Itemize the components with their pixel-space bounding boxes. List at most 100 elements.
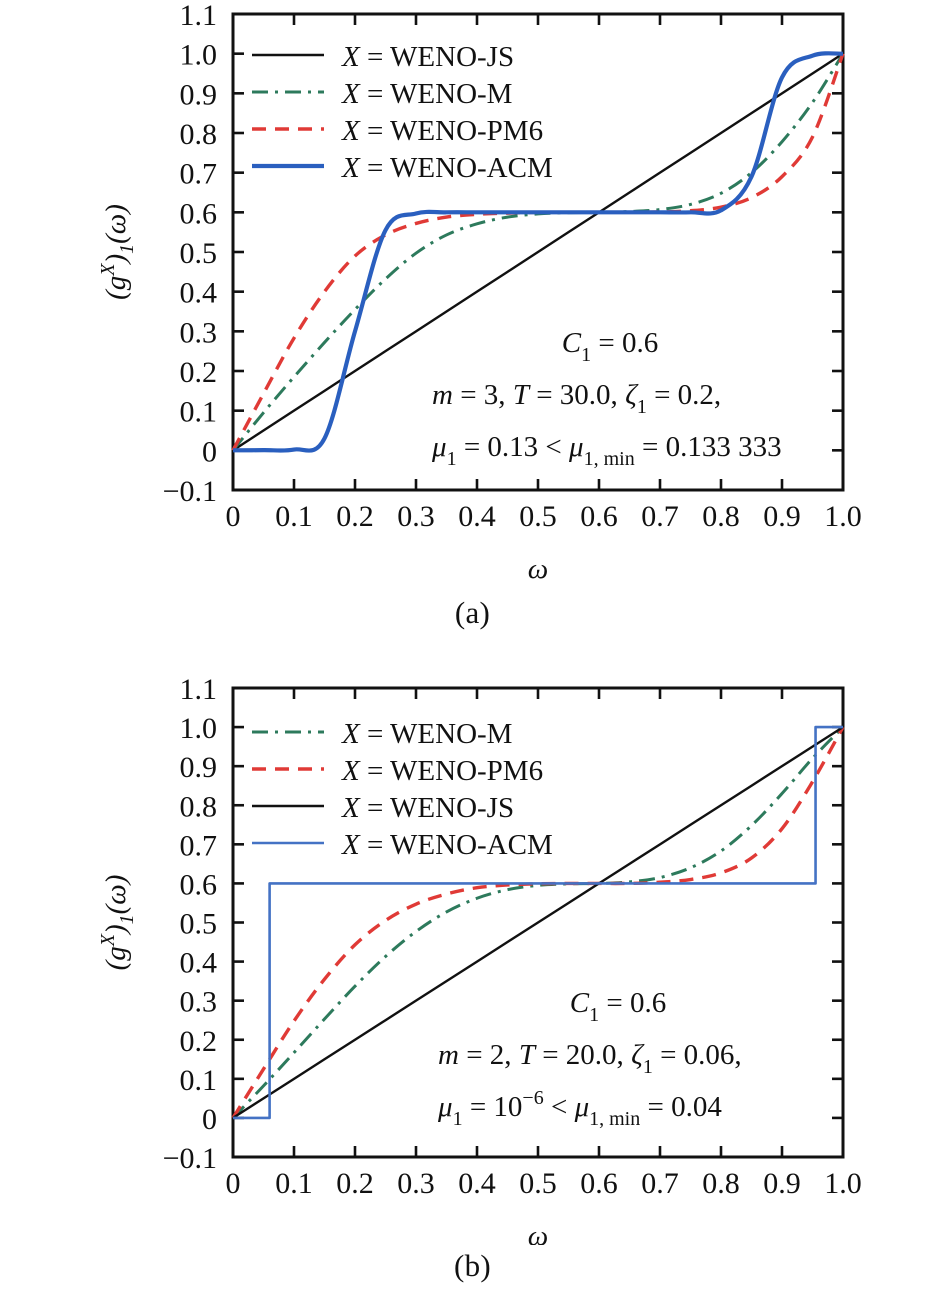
y-tick-label: 1.0 — [180, 712, 218, 745]
legend-name: = WENO-PM6 — [360, 755, 543, 787]
y-tick-label: 0.5 — [180, 908, 218, 941]
legend-label-3: X = WENO-ACM — [341, 152, 553, 184]
annot-val: = 0.6 — [591, 327, 658, 359]
annot-part: μ — [431, 431, 447, 463]
ylabel-part: (g — [100, 946, 132, 970]
y-tick-label: 0.7 — [180, 829, 218, 862]
x-tick-label: 0.4 — [458, 500, 496, 533]
x-tick-label: 0.9 — [763, 500, 801, 533]
x-tick-label: 0.2 — [336, 1167, 374, 1200]
y-tick-label: −0.1 — [163, 475, 217, 508]
legend-var: X — [341, 41, 361, 73]
annotation-params: m = 2, T = 20.0, ζ1 = 0.06, — [438, 1039, 742, 1078]
annot-part: 1 — [637, 396, 647, 418]
annot-part: μ — [574, 1091, 590, 1123]
y-tick-label: 0.6 — [180, 197, 218, 230]
x-tick-label: 0.2 — [336, 500, 374, 533]
ylabel-part: 1 — [116, 244, 138, 254]
annot-part: ζ — [631, 1039, 645, 1071]
y-tick-label: 0 — [202, 1103, 217, 1136]
x-tick-label: 1.0 — [824, 1167, 862, 1200]
y-tick-label: 1.1 — [180, 673, 218, 706]
annot-part: −6 — [522, 1087, 543, 1109]
curve-x-weno-acm — [233, 725, 843, 1120]
annot-part: = 10 — [463, 1091, 523, 1123]
ylabel-part: (ω) — [100, 204, 132, 244]
annot-val: = 0.6 — [599, 987, 666, 1019]
x-tick-label: 0.6 — [580, 1167, 618, 1200]
x-tick-label: 0 — [226, 500, 241, 533]
ylabel-part: X — [97, 933, 119, 947]
annot-part: = 0.133 333 — [635, 431, 782, 463]
annot-part: < — [544, 1091, 575, 1123]
y-tick-label: 0.3 — [180, 986, 218, 1019]
curve-x-weno-m — [231, 726, 845, 1119]
annot-part: m — [432, 379, 453, 411]
y-tick-label: 0.1 — [180, 396, 218, 429]
x-tick-label: 0.9 — [763, 1167, 801, 1200]
ylabel-part: ) — [100, 924, 132, 936]
legend-label-2: X = WENO-JS — [341, 792, 514, 824]
annotation-params: m = 3, T = 30.0, ζ1 = 0.2, — [432, 379, 721, 418]
x-tick-label: 1.0 — [824, 500, 862, 533]
x-tick-label: 0.5 — [519, 500, 557, 533]
annot-part: T — [513, 379, 531, 411]
legend-var: X — [341, 78, 361, 110]
annot-sub: 1 — [581, 344, 591, 366]
x-tick-label: 0.5 — [519, 1167, 557, 1200]
x-tick-label: 0.7 — [641, 1167, 679, 1200]
legend-label-1: X = WENO-PM6 — [341, 755, 543, 787]
panel-a-svg: 0 0.1 0.2 0.3 0.4 0.5 0.6 0.7 0.8 0.9 1.0 −0.1 0 0.1 0… — [97, 0, 862, 585]
panel-b-svg: 0 0.1 0.2 0.3 0.4 0.5 0.6 0.7 0.8 0.9 1.0 −0.1 0 0.1 0… — [97, 673, 862, 1245]
y-tick-label: 0.1 — [180, 1064, 218, 1097]
annotation-mu: μ1 = 10−6 < μ1, min = 0.04 — [437, 1087, 722, 1130]
x-tick-label: 0.1 — [275, 500, 313, 533]
legend-name: = WENO-M — [360, 78, 513, 110]
y-tick-label: 0.9 — [180, 78, 218, 111]
y-tick-label: 0 — [202, 435, 217, 468]
y-tick-label: 0.4 — [180, 277, 218, 310]
legend-name: = WENO-M — [360, 718, 513, 750]
annot-part: = 0.2, — [647, 379, 721, 411]
x-tick-label: 0.3 — [397, 500, 435, 533]
legend-name: = WENO-JS — [360, 41, 514, 73]
y-tick-label: 0.3 — [180, 316, 218, 349]
annotation-c1: C1 = 0.6 — [562, 327, 658, 366]
y-tick-label: −0.1 — [163, 1142, 217, 1175]
ylabel-part: (g — [100, 276, 132, 300]
y-tick-label: 0.2 — [180, 1025, 218, 1058]
y-tick-label: 0.2 — [180, 356, 218, 389]
annot-part: μ — [568, 431, 584, 463]
ylabel-part: 1 — [116, 914, 138, 924]
legend-var: X — [341, 115, 361, 147]
annot-part: 1, min — [589, 1108, 640, 1130]
ylabel-part: ) — [100, 254, 132, 266]
ylabel-part: X — [97, 263, 119, 277]
legend-name: = WENO-ACM — [360, 152, 553, 184]
y-tick-label: 1.1 — [180, 0, 218, 32]
x-tick-label: 0.4 — [458, 1167, 496, 1200]
panel-b: 0 0.1 0.2 0.3 0.4 0.5 0.6 0.7 0.8 0.9 1.0 −0.1 0 0.1 0… — [0, 660, 945, 1301]
legend-var: X — [341, 829, 361, 861]
annotation-c1: C1 = 0.6 — [570, 987, 666, 1026]
annot-part: = 0.06, — [653, 1039, 742, 1071]
ylabel-part: (ω) — [100, 875, 132, 915]
annot-part: μ — [437, 1091, 453, 1123]
annot-sym: C — [562, 327, 582, 359]
y-tick-label: 0.9 — [180, 751, 218, 784]
annot-part: = 2, — [459, 1039, 519, 1071]
annot-part: = 3, — [453, 379, 513, 411]
legend-name: = WENO-PM6 — [360, 115, 543, 147]
annot-part: = 0.13 < — [457, 431, 569, 463]
legend-var: X — [341, 792, 361, 824]
x-tick-label: 0.6 — [580, 500, 618, 533]
annotation-mu: μ1 = 0.13 < μ1, min = 0.133 333 — [431, 431, 782, 470]
panel-b-caption: (b) — [453, 1248, 492, 1283]
legend-label-1: X = WENO-M — [341, 78, 512, 110]
x-tick-label: 0.1 — [275, 1167, 313, 1200]
annot-part: 1, min — [584, 448, 635, 470]
x-axis-title: ω — [528, 1220, 548, 1245]
y-tick-label: 0.8 — [180, 118, 218, 151]
curve-x-weno-js — [232, 52, 844, 452]
y-tick-label: 0.5 — [180, 237, 218, 270]
